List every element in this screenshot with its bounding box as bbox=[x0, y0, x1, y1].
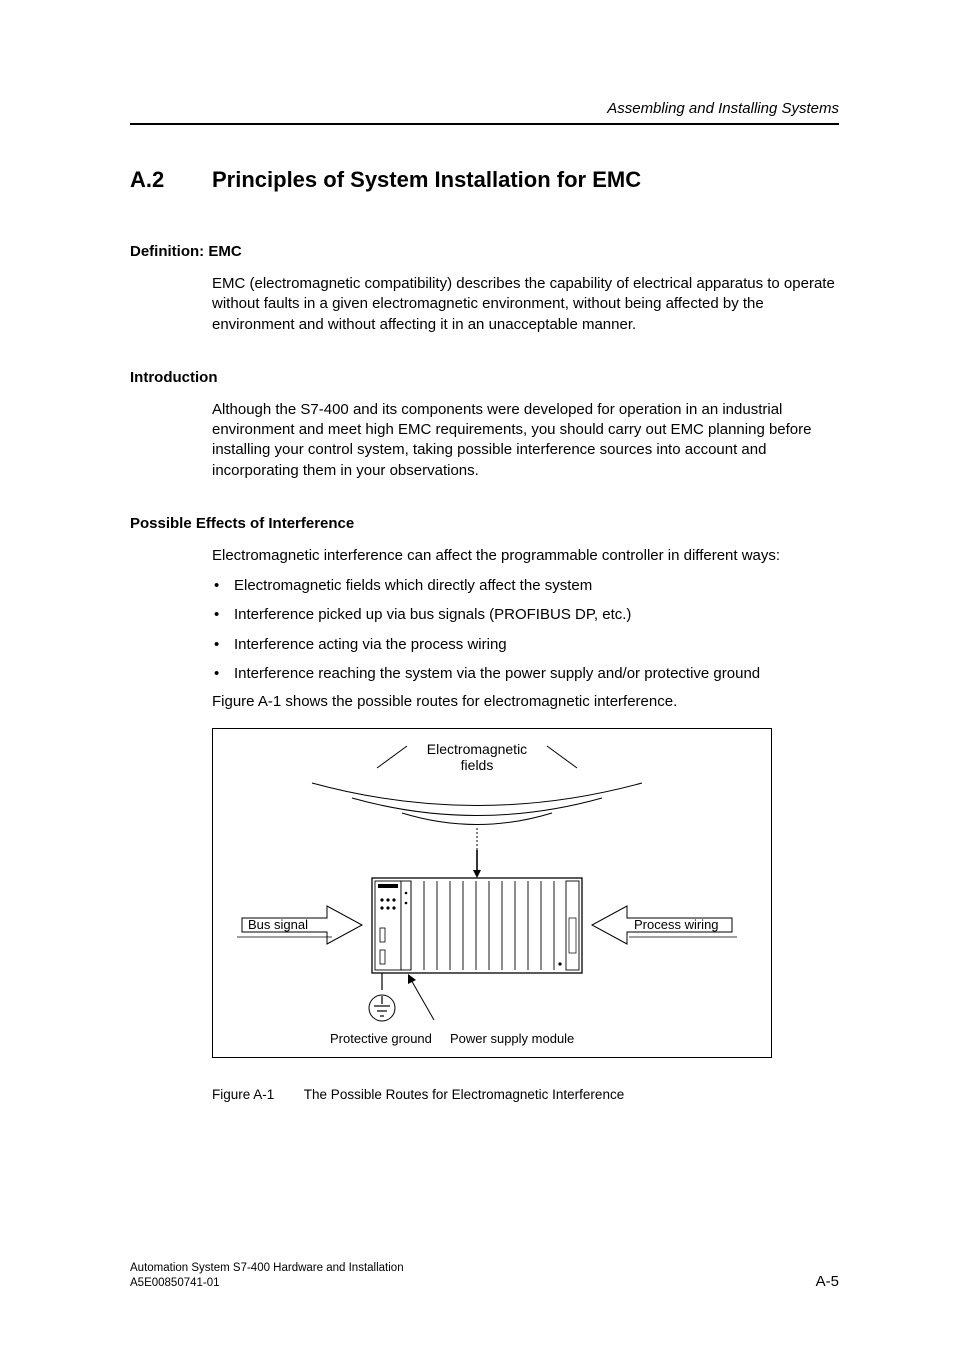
effects-list: Electromagnetic fields which directly af… bbox=[212, 576, 839, 684]
label-protective-ground: Protective ground bbox=[330, 1031, 432, 1046]
footer-doc-title: Automation System S7-400 Hardware and In… bbox=[130, 1261, 404, 1275]
section-heading: A.2 Principles of System Installation fo… bbox=[130, 167, 839, 193]
page-footer: Automation System S7-400 Hardware and In… bbox=[130, 1261, 839, 1290]
effects-heading: Possible Effects of Interference bbox=[130, 515, 839, 532]
list-item: Interference acting via the process wiri… bbox=[212, 635, 839, 655]
label-power-supply: Power supply module bbox=[450, 1031, 574, 1046]
figure-reference: Figure A-1 shows the possible routes for… bbox=[212, 693, 839, 710]
list-item: Electromagnetic fields which directly af… bbox=[212, 576, 839, 596]
section-number: A.2 bbox=[130, 167, 212, 193]
list-item: Interference reaching the system via the… bbox=[212, 664, 839, 684]
introduction-body: Although the S7-400 and its components w… bbox=[212, 400, 839, 481]
section-title: Principles of System Installation for EM… bbox=[212, 167, 641, 193]
rack-icon bbox=[372, 878, 582, 973]
label-em-fields-1: Electromagnetic bbox=[427, 741, 527, 757]
figure-diagram: Electromagnetic fields bbox=[212, 728, 839, 1063]
definition-body: EMC (electromagnetic compatibility) desc… bbox=[212, 274, 839, 335]
page-number: A-5 bbox=[816, 1273, 839, 1290]
definition-heading: Definition: EMC bbox=[130, 243, 839, 260]
figure-label: Figure A-1 bbox=[212, 1087, 274, 1102]
figure-caption: Figure A-1 The Possible Routes for Elect… bbox=[212, 1087, 839, 1102]
label-em-fields-2: fields bbox=[461, 757, 494, 773]
label-bus-signal: Bus signal bbox=[248, 917, 308, 932]
page-header: Assembling and Installing Systems bbox=[130, 100, 839, 125]
figure-caption-text: The Possible Routes for Electromagnetic … bbox=[304, 1087, 624, 1102]
introduction-heading: Introduction bbox=[130, 369, 839, 386]
footer-doc-id: A5E00850741-01 bbox=[130, 1276, 404, 1290]
header-rule bbox=[130, 123, 839, 125]
running-title: Assembling and Installing Systems bbox=[130, 100, 839, 117]
label-process-wiring: Process wiring bbox=[634, 917, 719, 932]
list-item: Interference picked up via bus signals (… bbox=[212, 605, 839, 625]
effects-intro: Electromagnetic interference can affect … bbox=[212, 546, 839, 566]
